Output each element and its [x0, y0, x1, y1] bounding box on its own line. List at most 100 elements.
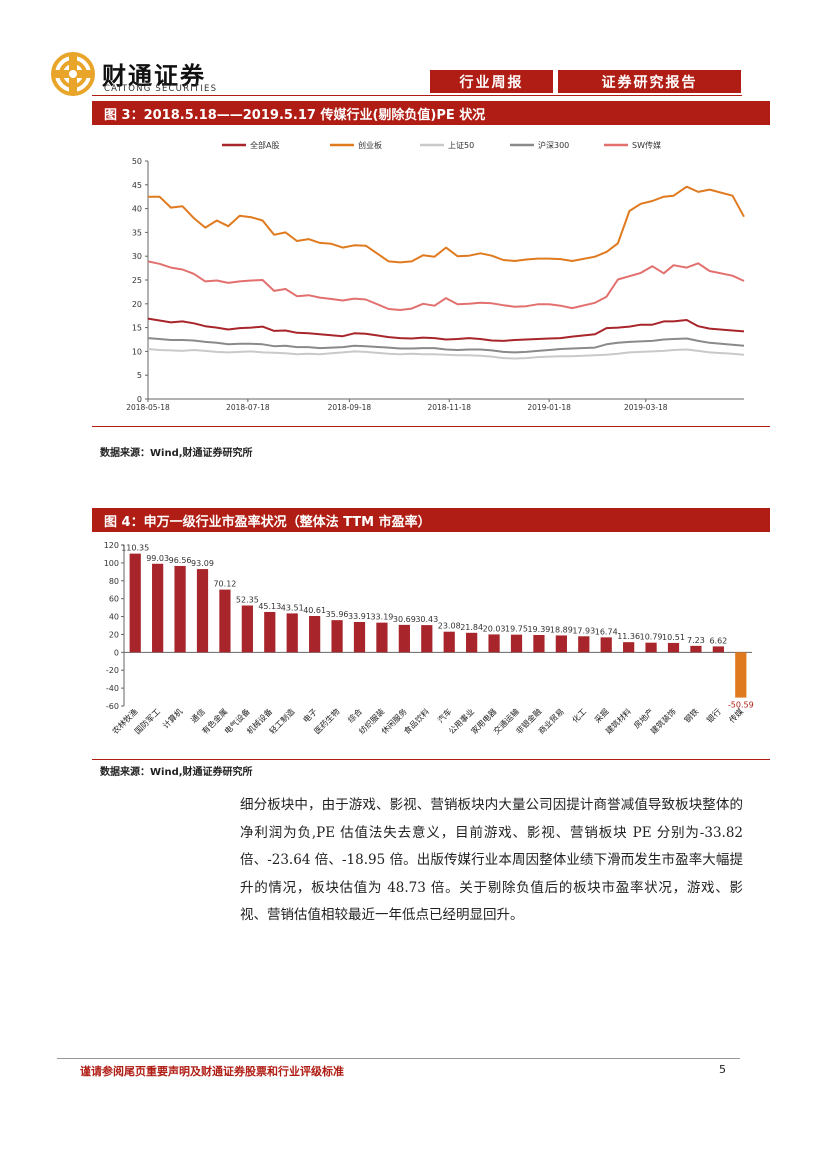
data-label: 52.35: [236, 596, 259, 605]
legend-label: 沪深300: [538, 140, 569, 150]
x-tick-label: 2019-03-18: [624, 403, 668, 412]
category-label: 综合: [346, 706, 364, 724]
bar: [488, 634, 500, 653]
data-label: 35.96: [326, 610, 349, 619]
figure3-separator: [92, 426, 770, 427]
bar: [443, 631, 455, 653]
figure4-title: 图 4：申万一级行业市盈率状况（整体法 TTM 市盈率）: [92, 508, 770, 532]
legend-label: 创业板: [358, 140, 382, 150]
y-tick-label: 45: [132, 181, 142, 190]
series-line: [147, 260, 745, 311]
data-label: 33.19: [370, 613, 393, 622]
x-tick-label: 2018-09-18: [328, 403, 372, 412]
y-tick-label: 0: [137, 395, 142, 404]
category-label: 银行: [704, 706, 722, 724]
data-label: 19.39: [527, 625, 550, 634]
bar: [219, 589, 231, 653]
legend-label: 上证50: [448, 141, 474, 150]
y-tick-label: 120: [104, 541, 119, 550]
category-label: 钢铁: [682, 706, 700, 724]
series-line: [147, 317, 745, 342]
data-label: 16.74: [595, 627, 618, 636]
category-label: 采掘: [592, 706, 610, 724]
data-label: 20.03: [483, 624, 506, 633]
y-tick-label: 20: [109, 630, 119, 639]
bar: [286, 613, 298, 653]
figure3-line-chart: 0 5 10 15 20 25 30 35 40 45 50 2018-05-18 2018-07-18…: [126, 140, 745, 412]
y-tick-label: 20: [132, 300, 142, 309]
y-tick-label: 25: [132, 276, 142, 285]
data-label: 30.69: [393, 615, 416, 624]
data-label: 10.79: [640, 633, 663, 642]
bar: [152, 563, 164, 653]
bar: [712, 646, 724, 653]
page-number: 5: [719, 1063, 726, 1076]
data-label: 99.03: [146, 554, 169, 563]
footer-rule: [57, 1058, 740, 1059]
y-tick-label: 5: [137, 371, 142, 380]
bar: [578, 636, 590, 653]
y-tick-label: 50: [132, 157, 142, 166]
data-label: 40.61: [303, 606, 326, 615]
data-label: 23.08: [438, 622, 461, 631]
data-label: 17.93: [572, 626, 595, 635]
bar: [264, 611, 276, 653]
y-tick-label: 35: [132, 228, 142, 237]
figure4-separator: [92, 759, 770, 760]
company-logo: [50, 52, 220, 96]
series-line: [147, 337, 745, 354]
category-label: 汽车: [435, 706, 453, 724]
report-category-tag: 证券研究报告: [558, 70, 741, 93]
data-label: 18.89: [550, 625, 573, 634]
y-tick-label: 60: [109, 595, 119, 604]
header-rule: [92, 95, 742, 96]
data-label: -50.59: [728, 701, 754, 710]
data-label: 45.13: [258, 602, 281, 611]
bar: [309, 616, 321, 653]
series-line: [148, 185, 745, 264]
bar: [510, 634, 523, 653]
bar: [533, 634, 545, 653]
y-tick-label: 15: [132, 324, 142, 333]
data-label: 33.91: [348, 612, 371, 621]
data-label: 96.56: [169, 556, 192, 565]
bar: [645, 642, 657, 653]
figure4-source: 数据来源：Wind,财通证券研究所: [100, 767, 253, 778]
bar: [421, 625, 433, 653]
data-label: 43.51: [281, 603, 304, 612]
bar: [735, 652, 747, 698]
y-tick-label: 40: [132, 205, 142, 214]
data-label: 19.75: [505, 625, 528, 634]
category-label: 计算机: [160, 706, 184, 730]
data-label: 7.23: [687, 636, 705, 645]
bar: [353, 622, 366, 653]
report-type-tag: 行业周报: [430, 70, 553, 93]
x-tick-label: 2018-07-18: [226, 403, 270, 412]
y-tick-label: 40: [109, 613, 119, 622]
logo-cn-text: 财通证券: [102, 61, 206, 90]
bar: [174, 565, 186, 653]
x-tick-label: 2018-11-18: [427, 403, 471, 412]
data-label: 30.43: [415, 615, 438, 624]
y-tick-label: 100: [104, 559, 119, 568]
bar: [196, 569, 209, 653]
data-label: 6.62: [709, 636, 727, 645]
data-label: 93.09: [191, 559, 214, 568]
data-label: 11.36: [617, 632, 640, 641]
bar: [331, 620, 343, 653]
data-label: 70.12: [213, 580, 236, 589]
bar: [623, 642, 635, 653]
bar: [600, 637, 612, 653]
data-label: 110.35: [121, 544, 149, 553]
bar: [241, 605, 253, 653]
x-tick-label: 2018-05-18: [126, 403, 170, 412]
x-tick-label: 2019-01-18: [527, 403, 571, 412]
figure3-source: 数据来源：Wind,财通证券研究所: [100, 448, 253, 459]
y-tick-label: 10: [132, 347, 142, 356]
bar: [376, 622, 388, 653]
y-tick-label: 0: [114, 648, 119, 657]
logo-en-text: CAITONG SECURITIES: [104, 84, 218, 94]
bar: [690, 645, 702, 653]
body-paragraph: 细分板块中，由于游戏、影视、营销板块内大量公司因提计商誉减值导致板块整体的净利润…: [240, 797, 743, 923]
